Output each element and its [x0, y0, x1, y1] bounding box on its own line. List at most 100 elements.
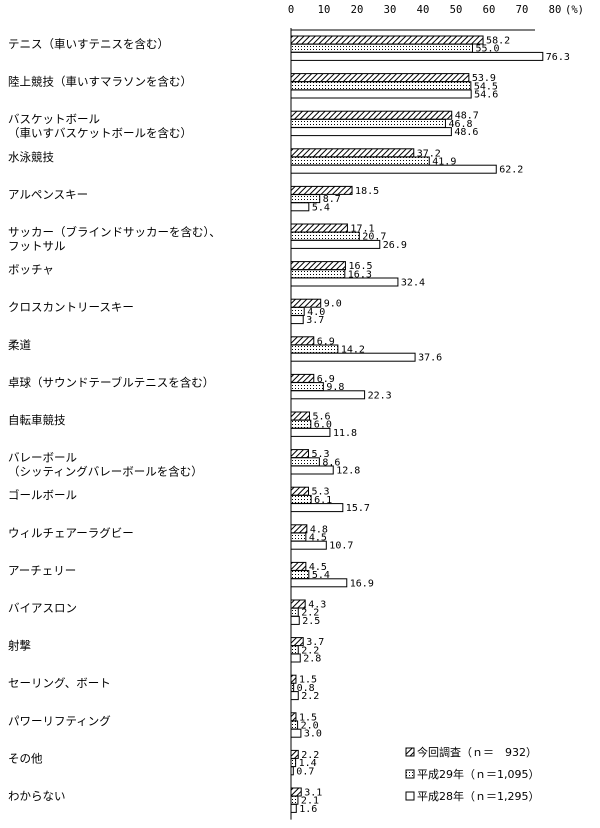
data-label: 4.3 — [308, 600, 326, 611]
data-label: 1.5 — [299, 712, 317, 723]
data-label: 37.2 — [417, 148, 441, 159]
bar-series-3 — [290, 390, 366, 400]
category-label: アルペンスキー — [8, 187, 88, 201]
data-label: 15.7 — [346, 503, 370, 514]
bar-series-3 — [290, 578, 348, 588]
data-label: 20.7 — [362, 232, 386, 243]
data-label: 3.0 — [304, 729, 322, 740]
legend: 今回調査（ｎ＝ 932） 平成29年（ｎ＝1,095） 平成28年（ｎ＝1,295） — [405, 745, 540, 803]
data-label: 8.7 — [323, 194, 341, 205]
data-label: 1.6 — [299, 804, 317, 815]
bar-series-2 — [290, 457, 320, 467]
legend-label: 平成28年（ｎ＝1,295） — [417, 789, 540, 803]
bar-series-3 — [290, 51, 544, 61]
data-label: 5.4 — [312, 570, 330, 581]
bar-series-3 — [290, 127, 452, 137]
category-label: 陸上競技（車いすマラソンを含む） — [8, 75, 192, 89]
bar-series-2 — [290, 570, 310, 580]
legend-swatch — [405, 747, 415, 757]
data-label: 3.1 — [304, 788, 322, 799]
data-label: 2.1 — [301, 796, 319, 807]
bar-series-1 — [290, 787, 302, 797]
data-label: 4.8 — [310, 524, 328, 535]
bar-series-2 — [290, 81, 472, 91]
x-tick-label: 40 — [417, 4, 430, 16]
x-tick-label: 60 — [483, 4, 496, 16]
bar-series-2 — [290, 645, 299, 655]
data-label: 2.0 — [301, 721, 319, 732]
legend-label: 平成29年（ｎ＝1,095） — [417, 767, 540, 781]
bar-series-1 — [290, 561, 307, 571]
bar-series-1 — [290, 712, 297, 722]
bar-series-3 — [290, 615, 300, 625]
data-label: 2.8 — [303, 654, 321, 665]
bar-series-3 — [290, 728, 302, 738]
bar-series-1 — [290, 486, 309, 496]
bar-series-1 — [290, 674, 297, 684]
category-label: ゴールボール — [8, 488, 77, 502]
category-label: フットサル — [8, 239, 66, 253]
bar-series-3 — [290, 653, 301, 663]
bar-series-1 — [290, 110, 453, 120]
bar-series-3 — [290, 503, 344, 513]
data-label: 1.4 — [299, 758, 317, 769]
data-label: 3.7 — [306, 637, 324, 648]
data-label: 4.0 — [307, 307, 325, 318]
bar-series-2 — [290, 607, 299, 617]
legend-swatch — [405, 769, 415, 779]
data-label: 5.4 — [312, 202, 330, 213]
data-label: 9.0 — [324, 299, 342, 310]
bar-series-3 — [290, 766, 294, 776]
data-label: 5.3 — [311, 487, 329, 498]
bar-series-3 — [290, 465, 334, 475]
bar-series-2 — [290, 156, 430, 166]
data-label: 9.8 — [326, 382, 344, 393]
category-label: 自転車競技 — [8, 413, 66, 427]
data-label: 1.5 — [299, 675, 317, 686]
data-label: 5.6 — [312, 412, 330, 423]
data-label: 4.5 — [309, 533, 327, 544]
bar-series-2 — [290, 382, 324, 392]
data-label: 8.6 — [322, 457, 340, 468]
bar-series-1 — [290, 411, 310, 421]
category-label: テニス（車いすテニスを含む） — [8, 37, 169, 51]
bar-series-3 — [290, 540, 327, 550]
bar-series-2 — [290, 118, 446, 128]
bar-series-2 — [290, 720, 299, 730]
category-label: ウィルチェアーラグビー — [8, 526, 134, 540]
data-label: 26.9 — [383, 240, 407, 251]
data-label: 2.2 — [301, 691, 319, 702]
category-label: 柔道 — [8, 338, 31, 352]
data-label: 0.7 — [296, 766, 314, 777]
category-label: 水泳競技 — [8, 150, 54, 164]
data-label: 0.8 — [297, 683, 315, 694]
bar-series-1 — [290, 185, 353, 195]
bar-series-1 — [290, 524, 308, 534]
data-label: 48.6 — [454, 127, 478, 138]
category-label: （シッティングバレーボールを含む） — [8, 465, 203, 479]
bar-series-2 — [290, 43, 473, 53]
data-label: 54.6 — [474, 90, 498, 101]
category-label: セーリング、ボート — [8, 676, 111, 690]
data-label: 18.5 — [355, 186, 379, 197]
x-tick-label: 70 — [516, 4, 529, 16]
bar-series-1 — [290, 373, 315, 383]
bar-series-2 — [290, 231, 360, 241]
bar-series-2 — [290, 344, 339, 354]
bar-series-2 — [290, 532, 307, 542]
data-label: 14.2 — [341, 345, 365, 356]
data-label: 22.3 — [368, 390, 392, 401]
data-label: 76.3 — [546, 52, 570, 63]
data-label: 6.1 — [314, 495, 332, 506]
bar-series-3 — [290, 315, 304, 325]
bar-series-1 — [290, 148, 415, 158]
data-label: 10.7 — [329, 541, 353, 552]
bar-series-1 — [290, 298, 322, 308]
data-label: 53.9 — [472, 73, 496, 84]
x-tick-label: 20 — [351, 4, 364, 16]
bar-series-3 — [290, 89, 472, 99]
bar-series-3 — [290, 164, 497, 174]
data-label: 46.8 — [448, 119, 472, 130]
data-label: 32.4 — [401, 278, 425, 289]
